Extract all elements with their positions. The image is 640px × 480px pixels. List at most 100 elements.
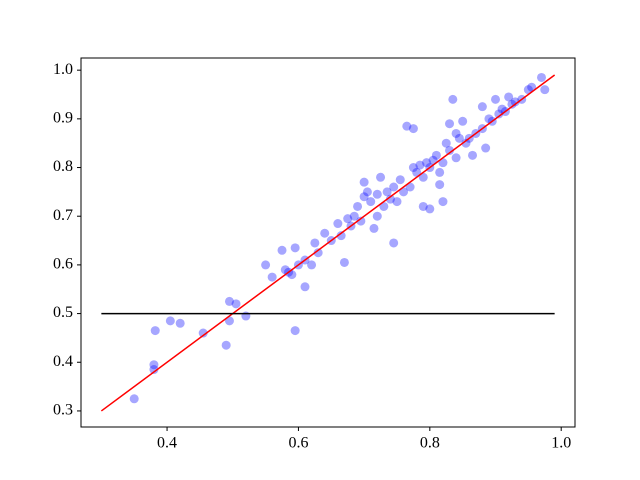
scatter-point [523,85,533,95]
scatter-point [307,260,317,270]
scatter-point [372,189,382,199]
scatter-point [438,197,448,207]
scatter-point [261,260,271,270]
scatter-point [359,177,369,187]
scatter-point [451,153,461,163]
scatter-point [369,223,379,233]
scatter-point [491,94,501,104]
scatter-point [150,326,160,336]
scatter-point [418,172,428,182]
scatter-point [287,270,297,280]
scatter-point [527,82,537,92]
scatter-point [451,128,461,138]
y-tick-label: 0.7 [53,207,73,224]
scatter-point [353,201,363,211]
scatter-point [343,214,353,224]
scatter-point [395,175,405,185]
scatter-point [415,160,425,170]
scatter-point [536,72,546,82]
scatter-point [507,99,517,109]
scatter-point [458,116,468,126]
scatter-point [425,204,435,214]
scatter-point [405,182,415,192]
scatter-point [290,326,300,336]
x-tick-label: 0.4 [157,435,177,452]
scatter-point [481,143,491,153]
scatter-point [356,216,366,226]
scatter-point [445,145,455,155]
scatter-point [389,182,399,192]
plot-frame [80,57,576,428]
scatter-point [392,197,402,207]
scatter-point [461,138,471,148]
scatter-point [349,211,359,221]
y-tick-label: 0.5 [53,304,73,321]
scatter-point [336,231,346,241]
y-tick-label: 0.4 [53,353,73,370]
scatter-point [320,228,330,238]
scatter-point [379,201,389,211]
x-tick-label: 0.6 [288,435,308,452]
scatter-point [165,316,175,326]
scatter-point [468,150,478,160]
scatter-point [385,194,395,204]
scatter-point [224,316,234,326]
y-tick-label: 1.0 [53,61,73,78]
scatter-point [477,102,487,112]
scatter-point [540,85,550,95]
scatter-point [362,187,372,197]
y-tick-label: 0.8 [53,158,73,175]
y-tick-label: 0.9 [53,110,73,127]
scatter-point [435,167,445,177]
scatter-point [290,243,300,253]
x-tick-label: 1.0 [551,435,571,452]
scatter-point [497,104,507,114]
scatter-point [431,150,441,160]
scatter-point [372,211,382,221]
scatter-point [366,197,376,207]
scatter-point [418,201,428,211]
scatter-point [445,119,455,129]
scatter-point [428,155,438,165]
y-tick-label: 0.3 [53,402,73,419]
scatter-point [280,265,290,275]
scatter-point [435,180,445,190]
scatter-point [438,158,448,168]
scatter-point [454,133,464,143]
scatter-point [149,365,159,375]
scatter-point [359,192,369,202]
scatter-point [376,172,386,182]
scatter-point [494,109,504,119]
scatter-point [389,238,399,248]
scatter-point [267,272,277,282]
line [100,74,556,412]
scatter-point [412,167,422,177]
scatter-point [149,360,159,370]
scatter-point [399,187,409,197]
scatter-point [231,299,241,309]
scatter-point [408,124,418,134]
scatter-point [448,94,458,104]
scatter-point [221,340,231,350]
scatter-point [333,219,343,229]
scatter-point [310,238,320,248]
scatter-point [224,296,234,306]
scatter-point [402,121,412,131]
scatter-point [300,282,310,292]
scatter-point [408,163,418,173]
scatter-point [382,187,392,197]
scatter-point [129,394,139,404]
scatter-point [198,328,208,338]
scatter-point [313,248,323,258]
y-tick-label: 0.6 [53,256,73,273]
scatter-point [175,318,185,328]
scatter-point [422,158,432,168]
scatter-point [484,114,494,124]
scatter-point [339,257,349,267]
scatter-point [277,245,287,255]
scatter-point [441,138,451,148]
x-tick-label: 0.8 [420,435,440,452]
scatter-point [504,92,514,102]
scatter-point [510,97,520,107]
